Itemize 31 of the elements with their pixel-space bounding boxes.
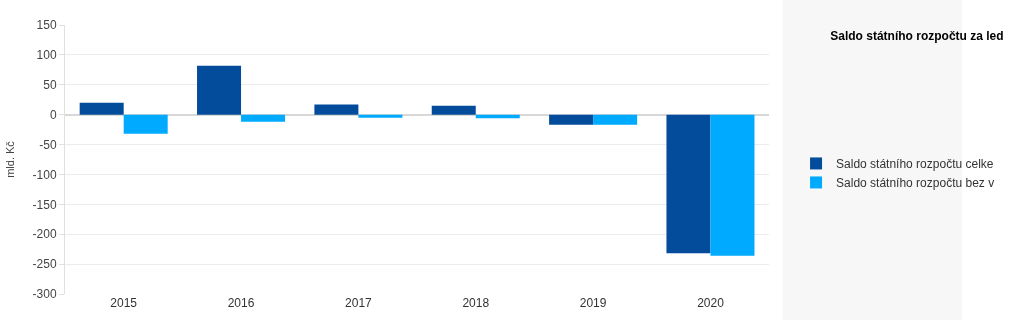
bar [549, 114, 594, 125]
y-tick-label: -150 [32, 197, 57, 212]
y-tick-label: -200 [32, 227, 57, 242]
bar [710, 114, 755, 256]
x-tick-label: 2019 [579, 296, 607, 310]
y-tick-label: -100 [32, 167, 57, 182]
text: Saldo státního rozpočtu za led [830, 29, 1004, 44]
x-tick-label: 2017 [345, 296, 373, 310]
bar [123, 114, 168, 134]
y-axis-title: mld. Kč [4, 140, 17, 178]
x-tick-label: 2018 [462, 296, 490, 310]
x-tick-label: 2020 [697, 296, 725, 310]
x-tick-label: 2016 [227, 296, 255, 310]
bar [314, 104, 359, 115]
y-tick-label: 0 [49, 107, 57, 122]
bar [431, 105, 476, 115]
bar [666, 114, 711, 254]
bar [593, 114, 638, 125]
y-tick-label: -250 [32, 257, 57, 272]
y-tick-label: -300 [32, 287, 57, 302]
bar [358, 114, 403, 118]
x-tick-label: 2015 [110, 296, 138, 310]
y-tick-label: -50 [39, 137, 57, 152]
bar [79, 102, 124, 115]
y-tick-label: 150 [36, 18, 57, 33]
legend-label: Saldo státního rozpočtu bez v [836, 176, 995, 191]
bar [241, 114, 286, 122]
y-tick-label: 50 [43, 77, 57, 92]
legend-label: Saldo státního rozpočtu celke [836, 157, 994, 172]
y-tick-label: 100 [36, 48, 57, 63]
bar [197, 65, 242, 115]
